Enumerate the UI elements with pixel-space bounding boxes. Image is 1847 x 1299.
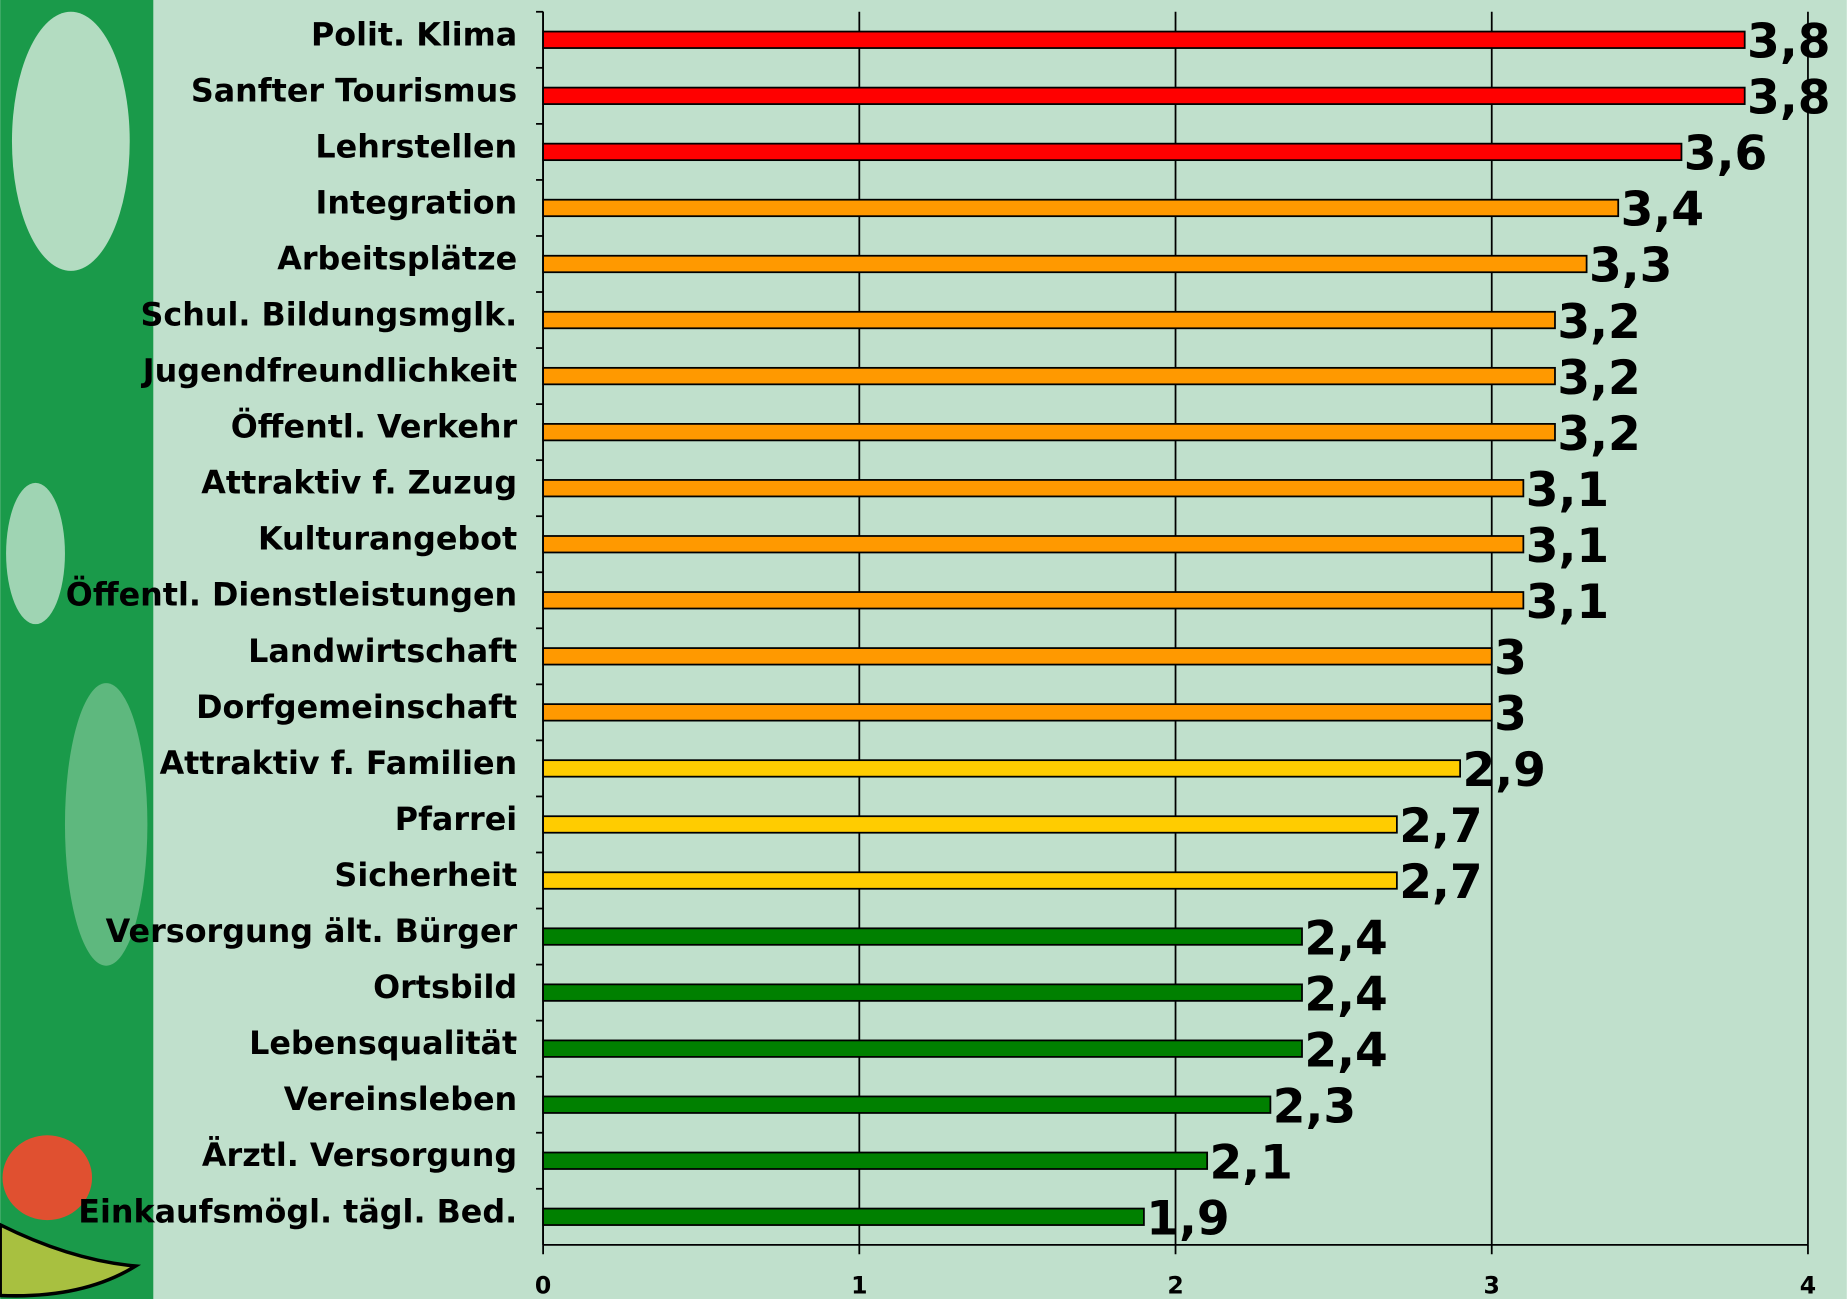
bar (542, 647, 1493, 666)
bar (542, 1207, 1145, 1226)
value-label: 3,1 (1526, 519, 1609, 574)
value-label: 3,8 (1747, 15, 1830, 70)
bar (542, 479, 1525, 498)
x-tick-label: 2 (1167, 1272, 1183, 1299)
y-tick-label: Landwirtschaft (248, 633, 517, 670)
bar (542, 254, 1588, 274)
y-tick-label: Ortsbild (373, 969, 517, 1006)
y-tick-label: Ärztl. Versorgung (202, 1136, 517, 1174)
y-tick-label: Öffentl. Dienstleistungen (66, 576, 517, 614)
y-tick-label: Dorfgemeinschaft (196, 689, 517, 726)
value-label: 3 (1494, 631, 1527, 686)
x-tick-label: 3 (1484, 1272, 1500, 1299)
value-label: 3,6 (1684, 127, 1767, 182)
bar (542, 983, 1303, 1002)
bar (542, 366, 1556, 386)
value-label: 3,2 (1557, 295, 1640, 350)
y-tick-label: Einkaufsmögl. tägl. Bed. (78, 1193, 517, 1230)
bar (542, 1039, 1303, 1058)
y-tick-label: Attraktiv f. Zuzug (201, 465, 517, 502)
bar (542, 142, 1683, 162)
y-tick-label: Pfarrei (395, 801, 517, 838)
y-tick-label: Lehrstellen (315, 128, 517, 165)
y-tick-label: Integration (316, 184, 518, 221)
y-tick-label: Schul. Bildungsmglk. (141, 297, 518, 334)
value-label: 3,4 (1621, 183, 1704, 238)
y-tick-label: Sicherheit (334, 857, 517, 894)
bar (542, 30, 1746, 49)
value-label: 3,1 (1526, 575, 1609, 630)
value-label: 3,2 (1557, 407, 1640, 462)
value-label: 1,9 (1146, 1192, 1229, 1247)
bar (542, 1095, 1272, 1114)
bar (542, 198, 1620, 218)
bar (542, 1151, 1209, 1170)
bar (542, 815, 1398, 834)
bar (542, 591, 1525, 610)
bar (542, 703, 1493, 722)
bar (542, 927, 1303, 946)
y-tick-label: Lebensqualität (249, 1025, 517, 1062)
value-label: 2,7 (1399, 855, 1482, 910)
bar (542, 86, 1746, 105)
decoration (0, 0, 154, 1299)
value-label: 3,1 (1526, 463, 1609, 518)
y-tick-label: Attraktiv f. Familien (160, 745, 518, 782)
y-tick-label: Kulturangebot (258, 521, 517, 558)
value-label: 3,8 (1747, 71, 1830, 126)
value-label: 2,1 (1210, 1135, 1293, 1190)
x-tick-label: 4 (1800, 1272, 1816, 1299)
x-tick-label: 0 (535, 1272, 551, 1299)
y-tick-label: Jugendfreundlichkeit (141, 353, 517, 390)
y-tick-label: Versorgung ält. Bürger (106, 913, 518, 950)
bar (542, 871, 1398, 890)
y-tick-label: Sanfter Tourismus (191, 72, 517, 109)
value-label: 2,4 (1304, 911, 1387, 966)
value-label: 2,4 (1304, 1023, 1387, 1078)
value-label: 3,2 (1557, 351, 1640, 406)
y-tick-label: Polit. Klima (311, 16, 517, 53)
value-label: 2,4 (1304, 967, 1387, 1022)
y-tick-label: Öffentl. Verkehr (231, 408, 518, 446)
value-label: 2,7 (1399, 799, 1482, 854)
x-tick-label: 1 (851, 1272, 867, 1299)
value-label: 2,3 (1273, 1079, 1356, 1134)
bar (542, 535, 1525, 554)
y-tick-label: Vereinsleben (284, 1081, 517, 1118)
bar (542, 759, 1462, 778)
bar (542, 310, 1556, 330)
value-label: 3,3 (1589, 239, 1672, 294)
value-label: 3 (1494, 687, 1527, 742)
value-label: 2,9 (1462, 743, 1545, 798)
bar (542, 423, 1556, 442)
y-tick-label: Arbeitsplätze (277, 240, 517, 277)
